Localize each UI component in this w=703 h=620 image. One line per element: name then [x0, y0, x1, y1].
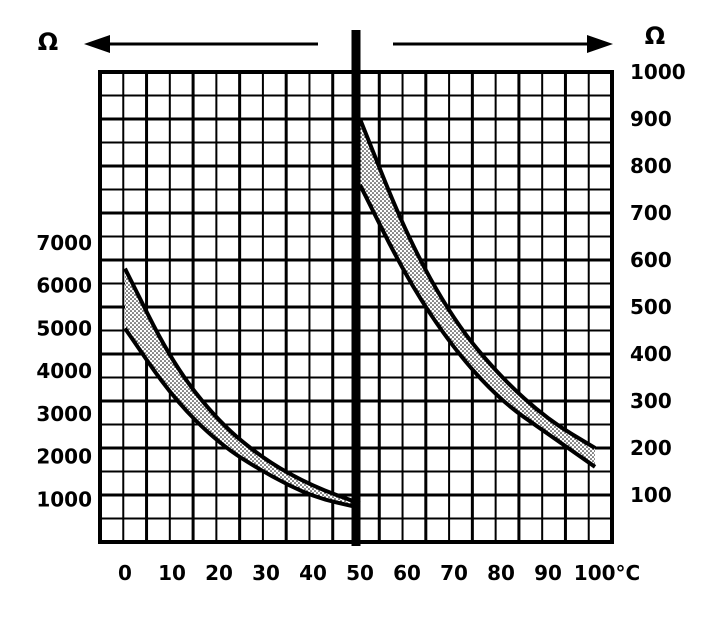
- right-tick-label: 300: [630, 389, 672, 413]
- band-lower-curve-1: [123, 327, 361, 510]
- band-lower-curve-2: [358, 183, 597, 469]
- x-tick-label: 60: [393, 561, 421, 585]
- band-upper-curve-2: [358, 118, 597, 450]
- right-tick-label: 600: [630, 248, 672, 272]
- left-tick-label: 1000: [36, 487, 92, 511]
- right-tick-label: 100: [630, 483, 672, 507]
- left-tick-label: 7000: [36, 231, 92, 255]
- x-tick-label: 80: [487, 561, 515, 585]
- right-unit-label: Ω: [645, 22, 665, 50]
- left-tick-label: 4000: [36, 359, 92, 383]
- left-tick-label: 3000: [36, 402, 92, 426]
- right-tick-label: 500: [630, 295, 672, 319]
- right-arrow: [393, 35, 613, 53]
- bands: [123, 118, 597, 510]
- right-tick-label: 400: [630, 342, 672, 366]
- tick-labels: 7000600050004000300020001000100090080070…: [36, 60, 685, 585]
- right-tick-label: 200: [630, 436, 672, 460]
- x-tick-label: 50: [346, 561, 374, 585]
- band-upper-curve-1: [123, 267, 361, 506]
- right-tick-label: 800: [630, 154, 672, 178]
- x-tick-label: 20: [205, 561, 233, 585]
- x-tick-label: 30: [252, 561, 280, 585]
- left-tick-label: 2000: [36, 445, 92, 469]
- right-tick-label: 1000: [630, 60, 686, 84]
- x-tick-label: 10: [158, 561, 186, 585]
- x-tick-label: 40: [299, 561, 327, 585]
- x-tick-label: 100°C: [574, 561, 640, 585]
- left-unit-label: Ω: [38, 28, 58, 56]
- right-tick-label: 900: [630, 107, 672, 131]
- x-tick-label: 0: [118, 561, 132, 585]
- left-tick-label: 6000: [36, 274, 92, 298]
- band-fill-2: [360, 119, 595, 467]
- left-arrow: [84, 35, 318, 53]
- band-fill-1: [125, 268, 360, 508]
- x-tick-label: 90: [534, 561, 562, 585]
- left-tick-label: 5000: [36, 316, 92, 340]
- x-tick-label: 70: [440, 561, 468, 585]
- right-tick-label: 700: [630, 201, 672, 225]
